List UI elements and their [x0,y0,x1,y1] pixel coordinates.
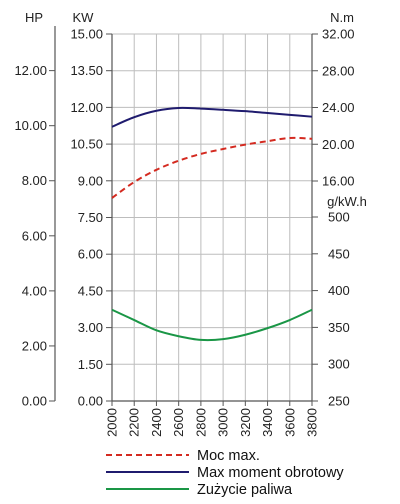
consumption-tick-label: 450 [328,246,350,261]
hp-tick-label: 0.00 [22,394,47,409]
hp-tick-label: 8.00 [22,173,47,188]
legend-label-1: Max moment obrotowy [197,465,344,481]
hp-tick-label: 4.00 [22,283,47,298]
torque-tick-label: 32.00 [322,27,355,42]
legend-label-0: Moc max. [197,448,260,464]
x-tick-label: 3600 [282,408,297,437]
torque-tick-label: 20.00 [322,137,355,152]
x-tick-label: 3200 [238,408,253,437]
consumption-tick-label: 350 [328,320,350,335]
consumption-tick-label: 400 [328,283,350,298]
consumption-tick-label: 500 [328,210,350,225]
torque-tick-label: 16.00 [322,174,355,189]
series-line-0 [111,136,313,199]
x-tick-label: 2000 [105,408,120,437]
torque-unit-label: N.m [330,10,354,25]
kw-tick-label: 10.50 [70,137,103,152]
hp-tick-label: 2.00 [22,338,47,353]
x-tick-label: 2400 [149,408,164,437]
consumption-tick-label: 250 [328,394,350,409]
hp-tick-label: 6.00 [22,228,47,243]
hp-tick-label: 10.00 [14,118,47,133]
series-line-2 [111,308,313,342]
kw-tick-label: 6.00 [78,247,103,262]
kw-tick-label: 3.00 [78,320,103,335]
kw-unit-label: KW [73,10,95,25]
grid [111,33,313,402]
torque-tick-label: 28.00 [322,63,355,78]
legend-label-2: Zużycie paliwa [197,482,293,498]
kw-tick-label: 4.50 [78,283,103,298]
kw-tick-label: 15.00 [70,27,103,42]
kw-tick-label: 7.50 [78,210,103,225]
axes: HP KW N.m g/kW.h 0.00 2.00 4.00 6.00 8.00 10.00 12… [14,10,366,437]
consumption-tick-label: 300 [328,357,350,372]
x-tick-label: 2800 [193,408,208,437]
torque-tick-label: 24.00 [322,100,355,115]
series [111,106,313,342]
x-tick-label: 3400 [260,408,275,437]
kw-tick-label: 12.00 [70,100,103,115]
x-tick-label: 3800 [305,408,320,437]
kw-tick-label: 13.50 [70,63,103,78]
consumption-unit-label: g/kW.h [327,194,367,209]
kw-tick-label: 1.50 [78,357,103,372]
hp-unit-label: HP [25,10,43,25]
kw-tick-label: 9.00 [78,173,103,188]
hp-tick-label: 12.00 [14,63,47,78]
x-tick-label: 2600 [171,408,186,437]
x-tick-label: 2200 [127,408,142,437]
x-tick-label: 3000 [216,408,231,437]
kw-tick-label: 0.00 [78,394,103,409]
series-line-1 [111,106,313,128]
